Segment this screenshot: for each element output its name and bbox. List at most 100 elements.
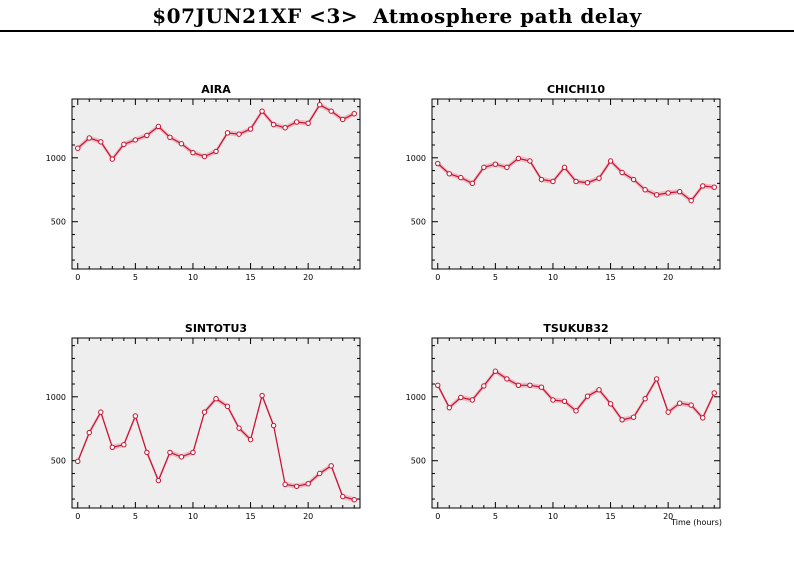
data-point	[109, 444, 116, 450]
chart-aira: AIRA 0 5 10 15 20 500 1000	[46, 83, 361, 282]
title-divider	[0, 30, 794, 32]
chart-title: CHICHI10	[547, 83, 605, 96]
data-point	[446, 171, 452, 177]
data-point	[121, 442, 127, 448]
data-point	[630, 176, 637, 183]
data-point	[688, 402, 694, 408]
x-tick-label: 10	[188, 273, 198, 282]
chart-sintotu3: SINTOTU3 0 5 10 15 20 500 1000	[46, 322, 361, 521]
data-point	[469, 180, 476, 187]
x-tick-label: 5	[493, 273, 498, 282]
data-point	[492, 161, 499, 167]
data-point	[492, 368, 499, 374]
data-point	[247, 436, 254, 443]
data-point	[458, 394, 464, 401]
y-tick-label: 1000	[406, 393, 426, 402]
data-point	[121, 141, 127, 148]
x-tick-label: 20	[303, 512, 313, 521]
x-tick-label: 5	[133, 273, 138, 282]
chart-title: SINTOTU3	[185, 322, 247, 335]
x-tick-label: 10	[548, 273, 558, 282]
data-point	[711, 390, 717, 396]
data-point	[469, 397, 476, 403]
data-point	[132, 413, 139, 419]
data-point	[665, 409, 671, 415]
data-point	[282, 125, 288, 131]
data-point	[109, 156, 116, 162]
data-point	[550, 178, 556, 185]
data-point	[504, 164, 510, 171]
data-point	[538, 384, 545, 390]
data-point	[305, 481, 311, 487]
data-point	[550, 397, 556, 403]
data-point	[527, 382, 533, 388]
x-tick-label: 10	[548, 512, 558, 521]
data-point	[167, 449, 173, 456]
x-tick-label: 20	[663, 273, 673, 282]
data-point	[665, 190, 671, 196]
chart-chichi10: CHICHI10 0 5 10 15 20 500 1000	[406, 83, 721, 282]
data-point	[259, 392, 265, 399]
data-point	[144, 449, 150, 456]
page-title: $07JUN21XF <3> Atmosphere path delay	[152, 4, 642, 28]
data-point	[340, 116, 346, 123]
data-point	[144, 132, 150, 139]
data-point	[213, 148, 219, 155]
data-point	[561, 398, 568, 404]
data-point	[711, 184, 717, 190]
data-point	[224, 130, 231, 136]
data-point	[247, 126, 254, 132]
data-point	[178, 141, 185, 147]
data-point	[481, 164, 487, 171]
data-point	[190, 449, 196, 456]
data-point	[167, 134, 173, 141]
x-tick-label: 15	[245, 273, 255, 282]
data-point	[293, 483, 300, 489]
x-tick-label: 15	[605, 273, 615, 282]
data-point	[596, 387, 602, 393]
data-point	[328, 108, 334, 114]
data-point	[75, 145, 81, 151]
data-point	[316, 470, 323, 477]
data-point	[213, 396, 219, 402]
data-point	[236, 131, 242, 137]
data-point	[259, 108, 265, 114]
plot-area	[71, 337, 361, 509]
x-tick-label: 20	[303, 273, 313, 282]
data-point	[584, 180, 591, 186]
data-point	[573, 178, 579, 185]
x-tick-label: 5	[493, 512, 498, 521]
x-tick-label: 20	[663, 512, 673, 521]
data-point	[538, 176, 545, 183]
x-tick-label: 0	[435, 512, 440, 521]
data-point	[700, 415, 706, 421]
x-tick-label: 0	[75, 273, 80, 282]
data-point	[642, 396, 648, 402]
data-point	[178, 454, 185, 460]
data-point	[596, 175, 602, 181]
y-tick-label: 1000	[46, 393, 66, 402]
y-tick-label: 1000	[46, 154, 66, 163]
data-point	[435, 382, 441, 388]
data-point	[270, 422, 277, 429]
data-point	[573, 408, 579, 414]
data-point	[270, 121, 277, 128]
data-point	[351, 110, 357, 117]
x-tick-label: 0	[435, 273, 440, 282]
data-point	[236, 425, 242, 431]
data-point	[619, 417, 625, 423]
x-tick-label: 5	[133, 512, 138, 521]
x-tick-label: 10	[188, 512, 198, 521]
chart-title: AIRA	[201, 83, 231, 96]
data-point	[98, 409, 104, 415]
data-point	[305, 120, 311, 126]
data-point	[653, 376, 660, 382]
y-tick-label: 1000	[406, 154, 426, 163]
data-point	[316, 102, 323, 108]
data-point	[293, 119, 300, 125]
data-point	[676, 400, 683, 406]
data-point	[75, 458, 81, 465]
data-point	[619, 169, 625, 176]
data-point	[515, 155, 522, 162]
